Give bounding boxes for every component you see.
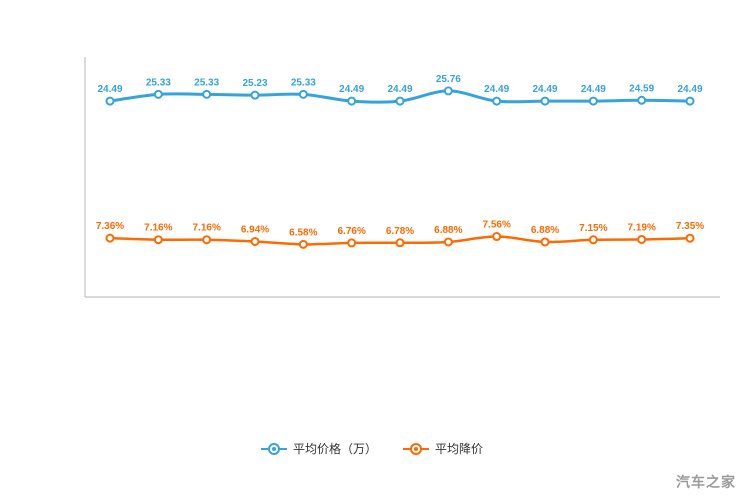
data-point	[588, 96, 598, 106]
legend-label-average-discount: 平均降价	[435, 442, 484, 456]
data-point	[540, 237, 550, 247]
data-point	[153, 89, 163, 99]
data-label: 24.49	[387, 84, 412, 95]
data-point	[395, 96, 405, 106]
data-point	[588, 235, 598, 245]
data-point	[443, 237, 453, 247]
data-point	[637, 234, 647, 244]
data-label: 7.35%	[676, 221, 704, 232]
data-point	[492, 96, 502, 106]
data-point	[685, 233, 695, 243]
data-label: 24.49	[532, 84, 557, 95]
chart-canvas: 24.49 25.33 25.33 25.23 25.33 24.49 24.49 25.76…	[84, 57, 720, 298]
data-point	[443, 86, 453, 96]
price-series-marker-icon	[260, 443, 287, 455]
data-point	[298, 239, 308, 249]
discount-series-marker-icon	[403, 443, 429, 455]
data-point	[202, 89, 212, 99]
data-label: 25.33	[146, 77, 171, 88]
data-label: 24.49	[339, 84, 364, 95]
chart-legend: 平均价格（万） 平均降价	[0, 443, 744, 455]
data-label: 7.16%	[144, 223, 172, 234]
data-label: 25.76	[436, 74, 461, 85]
data-label: 24.49	[484, 84, 509, 95]
data-label: 6.76%	[337, 226, 365, 237]
legend-label-average-price: 平均价格（万）	[292, 442, 377, 456]
data-label: 6.94%	[241, 224, 269, 235]
data-label: 7.16%	[192, 223, 220, 234]
data-point	[637, 95, 647, 105]
data-point	[250, 236, 260, 246]
data-label: 6.58%	[289, 227, 317, 238]
data-point	[105, 96, 115, 106]
legend-item-average-price[interactable]: 平均价格（万）	[260, 442, 377, 456]
data-point	[298, 89, 308, 99]
data-label: 6.78%	[386, 226, 414, 237]
data-label: 7.19%	[627, 222, 655, 233]
data-point	[347, 238, 357, 248]
data-label: 24.49	[97, 84, 122, 95]
data-point	[492, 232, 502, 242]
data-point	[105, 233, 115, 243]
data-point	[685, 96, 695, 106]
data-point	[540, 96, 550, 106]
legend-item-average-discount[interactable]: 平均降价	[403, 443, 483, 455]
data-label: 24.49	[581, 84, 606, 95]
data-label: 7.36%	[96, 221, 124, 232]
data-label: 25.33	[194, 77, 219, 88]
data-point	[250, 90, 260, 100]
data-point	[347, 96, 357, 106]
data-point	[395, 238, 405, 248]
data-label: 6.88%	[531, 225, 559, 236]
data-label: 25.23	[242, 78, 267, 89]
line-chart-svg: 24.49 25.33 25.33 25.23 25.33 24.49 24.49 25.76…	[84, 57, 720, 298]
data-label: 25.33	[291, 77, 316, 88]
data-label: 7.15%	[579, 223, 607, 234]
data-label: 24.49	[677, 84, 702, 95]
data-label: 6.88%	[434, 225, 462, 236]
data-point	[153, 235, 163, 245]
autohome-watermark: 汽车之家	[676, 474, 736, 490]
data-point	[202, 235, 212, 245]
data-label: 24.59	[629, 83, 654, 94]
data-label: 7.56%	[482, 220, 510, 231]
